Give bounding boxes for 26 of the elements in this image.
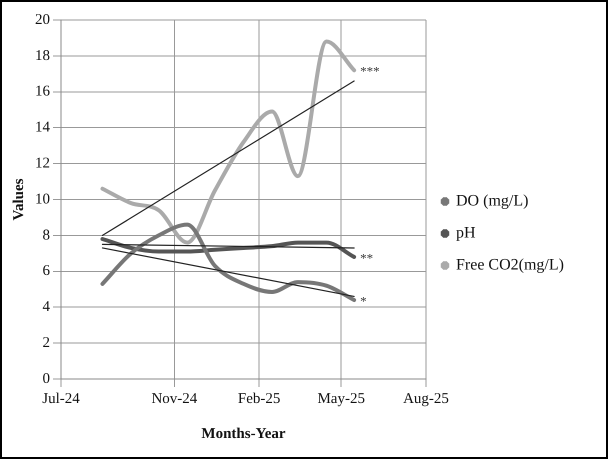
annotation: * (360, 293, 367, 308)
y-axis-title: Values (10, 178, 27, 220)
x-tick-label: May-25 (317, 390, 365, 407)
legend-label: DO (mg/L) (456, 192, 528, 210)
y-tick-label: 10 (35, 191, 50, 208)
y-tick-label: 18 (35, 48, 50, 64)
x-tick-label: Aug-25 (403, 390, 449, 407)
y-tick-label: 20 (35, 12, 50, 28)
x-tick-label: Jul-24 (42, 390, 80, 407)
y-tick-label: 12 (35, 156, 50, 172)
y-tick-label: 4 (42, 299, 50, 316)
x-tick-label: Nov-24 (151, 390, 198, 407)
legend-label: Free CO2(mg/L) (456, 256, 564, 274)
x-axis-title: Months-Year (201, 426, 286, 442)
y-tick-label: 0 (42, 370, 50, 387)
y-tick-label: 6 (42, 263, 50, 280)
x-tick-label: Feb-25 (238, 390, 280, 407)
line-series (100, 222, 356, 302)
annotation: ** (360, 250, 374, 266)
line-series (100, 40, 356, 245)
y-tick-label: 16 (35, 84, 50, 100)
y-tick-label: 14 (35, 120, 50, 136)
legend-label: pH (456, 224, 476, 242)
y-tick-label: 2 (42, 335, 50, 352)
annotation: *** (360, 64, 380, 79)
y-tick-label: 8 (42, 227, 50, 244)
